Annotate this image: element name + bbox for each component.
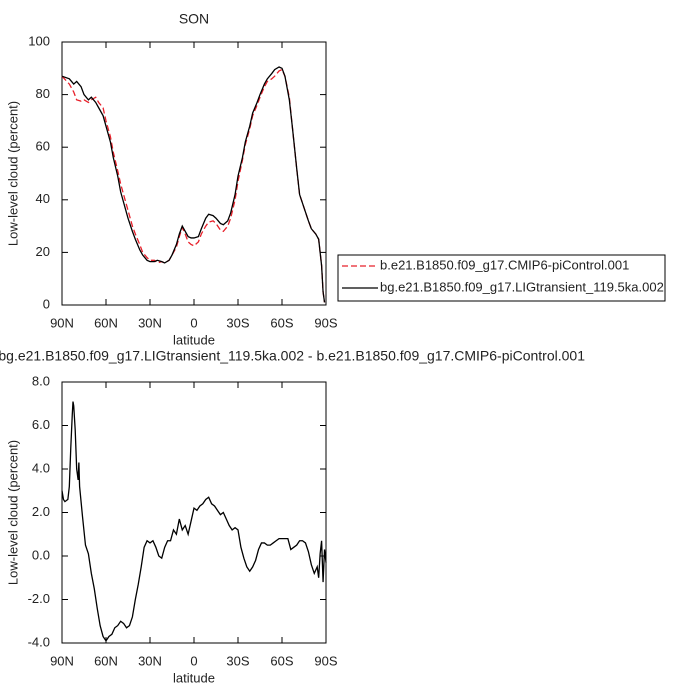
- y-tick-label: 8.0: [32, 373, 50, 388]
- y-tick-label: 6.0: [32, 417, 50, 432]
- y-tick-label: 0.0: [32, 547, 50, 562]
- chart-title: bg.e21.B1850.f09_g17.LIGtransient_119.5k…: [0, 348, 585, 364]
- x-tick-label: 30N: [138, 653, 162, 668]
- y-tick-label: 0: [43, 296, 50, 311]
- y-tick-label: 2.0: [32, 504, 50, 519]
- y-axis-label: Low-level cloud (percent): [5, 101, 20, 246]
- y-tick-label: 80: [36, 86, 50, 101]
- y-tick-label: 4.0: [32, 460, 50, 475]
- y-tick-label: 100: [28, 33, 50, 48]
- x-axis-label: latitude: [173, 332, 215, 347]
- legend-box: [337, 254, 666, 302]
- data-line: [61, 66, 326, 303]
- chart-title: SON: [179, 11, 209, 27]
- x-tick-label: 60S: [270, 315, 293, 330]
- x-tick-label: 60N: [94, 315, 118, 330]
- x-tick-label: 30N: [138, 315, 162, 330]
- y-tick-label: 20: [36, 244, 50, 259]
- x-tick-label: 90S: [314, 315, 337, 330]
- x-tick-label: 90S: [314, 653, 337, 668]
- legend-label: bg.e21.B1850.f09_g17.LIGtransient_119.5k…: [380, 279, 664, 294]
- y-tick-label: 60: [36, 139, 50, 154]
- x-tick-label: 0: [190, 653, 197, 668]
- x-axis-label: latitude: [173, 670, 215, 685]
- x-tick-label: 90N: [50, 653, 74, 668]
- plot-frame: [61, 381, 327, 644]
- x-tick-label: 90N: [50, 315, 74, 330]
- legend-label: b.e21.B1850.f09_g17.CMIP6-piControl.001: [380, 257, 629, 272]
- data-line: [61, 68, 326, 303]
- data-line: [61, 401, 327, 642]
- x-tick-label: 30S: [226, 653, 249, 668]
- x-tick-label: 60N: [94, 653, 118, 668]
- y-axis-label: Low-level cloud (percent): [5, 440, 20, 585]
- x-tick-label: 30S: [226, 315, 249, 330]
- y-tick-label: -2.0: [28, 591, 50, 606]
- x-tick-label: 60S: [270, 653, 293, 668]
- y-tick-label: -4.0: [28, 634, 50, 649]
- x-tick-label: 0: [190, 315, 197, 330]
- y-tick-label: 40: [36, 191, 50, 206]
